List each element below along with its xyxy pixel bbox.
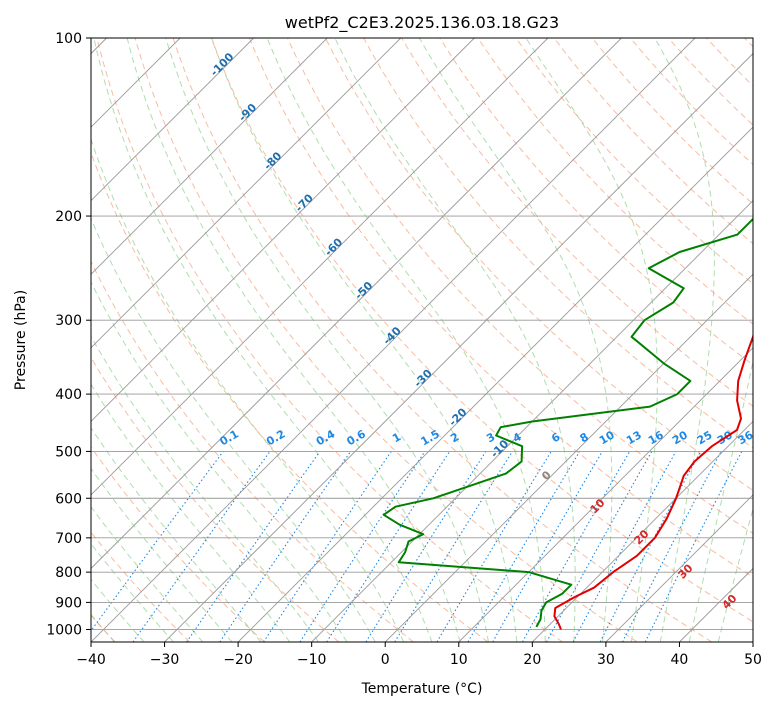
- moist-adiabat-line: [91, 542, 174, 642]
- y-tick-label: 600: [55, 491, 82, 507]
- moist-adiabat-line: [126, 38, 461, 642]
- isotherms: [91, 38, 753, 642]
- x-tick-label: −40: [76, 652, 106, 668]
- plot-frame: [90, 37, 754, 643]
- mixing-ratio-line: [365, 451, 487, 642]
- profile-series: [382, 217, 753, 630]
- pressure-gridlines: [91, 38, 753, 630]
- isotherm-line: [91, 38, 402, 349]
- dry-adiabats: [91, 38, 753, 642]
- dewpoint-profile-line: [382, 217, 753, 628]
- dry-adiabat-line: [362, 38, 753, 449]
- isotherm-line: [237, 126, 753, 642]
- x-tick-label: 10: [450, 652, 468, 668]
- dry-adiabat-line: [91, 446, 265, 642]
- mixing-ratio-line: [599, 451, 702, 642]
- moist-adiabat-line: [91, 137, 405, 642]
- mixing-ratio-line: [492, 451, 603, 642]
- isotherm-line: [91, 38, 696, 642]
- moist-adiabat-line: [91, 467, 233, 642]
- isotherm-line: [91, 38, 254, 202]
- isotherm-line: [91, 38, 475, 422]
- x-tick-label: −30: [150, 652, 180, 668]
- isotherm-line: [164, 52, 753, 642]
- y-axis-label: Pressure (hPa): [13, 290, 29, 390]
- y-tick-label: 300: [55, 313, 82, 329]
- moist-adiabat-line: [91, 217, 376, 642]
- temperature-profile-line: [553, 332, 753, 630]
- dry-adiabat-line: [591, 38, 753, 205]
- y-tick-label: 1000: [46, 622, 82, 638]
- x-tick-label: 0: [381, 652, 390, 668]
- y-axis-ticks: 100 200 300 400 500 600 700 800 900 1000: [46, 31, 91, 638]
- mixing-ratio-line: [467, 451, 581, 642]
- y-tick-label: 800: [55, 565, 82, 581]
- dry-adiabat-line: [91, 260, 414, 642]
- x-tick-label: 50: [744, 652, 762, 668]
- moist-adiabat-line: [211, 38, 518, 642]
- isotherm-line: [532, 420, 753, 642]
- moist-adiabat-line: [717, 507, 753, 642]
- mixing-ratio-line: [132, 451, 271, 642]
- moist-adiabat-line: [91, 383, 291, 642]
- x-axis-ticks: −40 −30 −20 −10 0 10 20 30 40 50: [76, 642, 762, 668]
- dry-adiabat-line: [91, 151, 489, 642]
- dry-adiabat-line: [553, 38, 753, 245]
- moist-adiabat-line: [525, 38, 658, 642]
- dry-adiabat-line: [401, 38, 753, 407]
- isotherm-line: [384, 273, 753, 642]
- plot-area: 0.1 0.2 0.4 0.6 1 1.5 2 3 4 6 8 10 13 16 20 25 30 36-100-…: [91, 38, 756, 642]
- isotherm-line: [91, 38, 328, 275]
- moist-adiabat-line: [688, 359, 753, 642]
- moist-adiabat-line: [334, 38, 576, 642]
- moist-adiabat-line: [91, 335, 319, 642]
- moist-adiabats: [91, 38, 753, 642]
- mixing-ratio-line: [522, 451, 631, 642]
- mixing-ratio-line: [436, 451, 552, 642]
- moist-adiabat-line: [91, 281, 348, 642]
- dry-adiabat-line: [439, 38, 753, 366]
- y-tick-label: 900: [55, 595, 82, 611]
- x-tick-label: −10: [297, 652, 327, 668]
- x-tick-label: 20: [523, 652, 541, 668]
- moist-adiabat-line: [654, 38, 715, 642]
- dry-adiabat-line: [210, 38, 753, 623]
- isotherm-line: [605, 494, 753, 642]
- y-tick-label: 100: [55, 31, 82, 47]
- moist-adiabat-line: [418, 38, 613, 642]
- isotherm-line: [458, 347, 753, 642]
- isotherm-line: [91, 38, 549, 496]
- dry-adiabat-line: [172, 38, 713, 642]
- mixing-ratio-line: [186, 451, 321, 642]
- x-tick-label: 30: [597, 652, 615, 668]
- moist-adiabat-line: [93, 38, 433, 642]
- isotherm-line: [311, 200, 753, 642]
- mixing-ratio-line: [572, 451, 677, 642]
- x-tick-label: −20: [223, 652, 253, 668]
- y-tick-label: 400: [55, 387, 82, 403]
- x-tick-label: 40: [671, 652, 689, 668]
- mixing-ratio-label: 36: [736, 428, 756, 447]
- y-tick-label: 500: [55, 444, 82, 460]
- x-axis-label: Temperature (°C): [361, 681, 483, 697]
- mixing-ratio-line: [219, 451, 352, 642]
- moist-adiabat-line: [91, 578, 145, 642]
- dry-adiabat-line: [286, 38, 753, 535]
- dry-adiabat-line: [248, 38, 753, 578]
- mixing-ratio-line: [394, 451, 513, 642]
- moist-adiabat-line: [91, 506, 204, 642]
- y-tick-label: 200: [55, 209, 82, 225]
- isotherm-line: [91, 38, 622, 570]
- moist-adiabat-line: [266, 38, 546, 642]
- moist-adiabat-line: [91, 427, 262, 642]
- y-tick-label: 700: [55, 531, 82, 547]
- mixing-ratio-line: [263, 451, 392, 642]
- dry-adiabat-line: [134, 38, 638, 642]
- chart-title: wetPf2_C2E3.2025.136.03.18.G23: [285, 13, 559, 33]
